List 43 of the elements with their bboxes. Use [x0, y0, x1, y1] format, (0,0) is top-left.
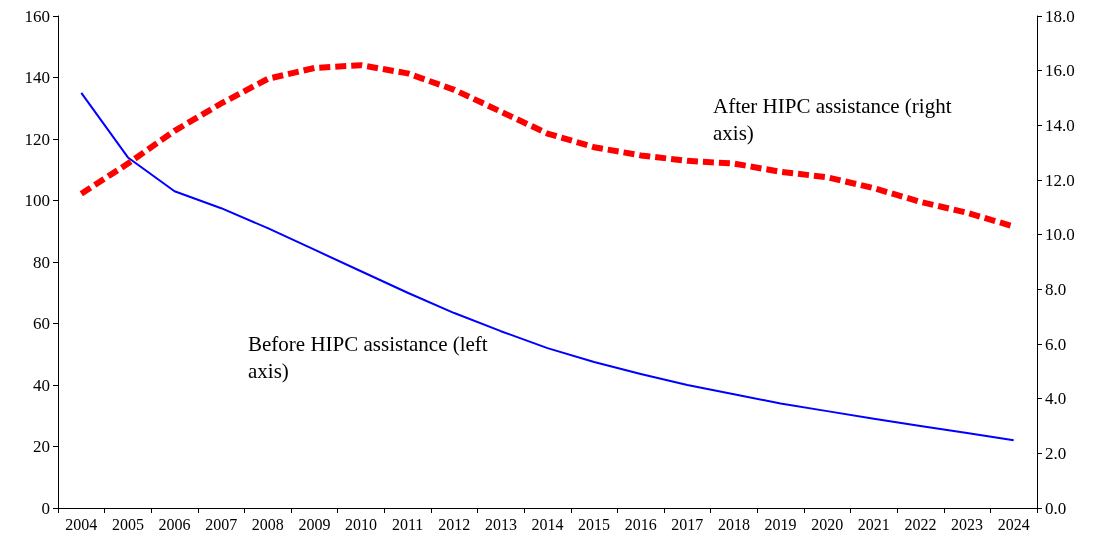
y2-tick-label: 0.0: [1045, 498, 1067, 518]
series-label: After HIPC assistance (right axis): [713, 93, 952, 145]
x-tick-label: 2013: [484, 515, 517, 533]
x-tick-label: 2007: [205, 515, 238, 533]
y2-tick-label: 4.0: [1045, 389, 1067, 409]
x-tick-label: 2019: [764, 515, 797, 533]
x-tick-label: 2011: [391, 515, 424, 533]
y-tick-label: 20: [33, 437, 50, 456]
y-tick-label: 0: [41, 498, 50, 518]
series-label: Before HIPC assistance (left axis): [248, 331, 488, 383]
y2-tick-label: 16.0: [1045, 61, 1075, 81]
x-tick-label: 2009: [298, 515, 331, 533]
x-tick-label: 2006: [158, 515, 191, 533]
x-tick-label: 2022: [904, 515, 937, 533]
x-tick-label: 2004: [65, 515, 98, 533]
y2-tick-label: 14.0: [1045, 115, 1075, 135]
y2-tick-label: 18.0: [1045, 6, 1075, 26]
y-tick-label: 160: [24, 6, 50, 26]
y2-tick-label: 6.0: [1045, 334, 1067, 354]
x-tick-label: 2018: [717, 515, 750, 533]
y-tick-label: 100: [24, 191, 50, 210]
y-tick-label: 120: [24, 129, 50, 149]
x-tick-label: 2008: [251, 515, 284, 533]
x-tick-label: 2005: [111, 515, 144, 533]
x-tick-label: 2016: [624, 515, 657, 533]
x-tick-label: 2010: [345, 515, 378, 533]
line-series: [80, 91, 1015, 442]
y2-tick-label: 2.0: [1045, 443, 1067, 463]
y-tick-label: 60: [33, 314, 50, 333]
x-tick-label: 2021: [857, 515, 890, 533]
y2-tick-label: 12.0: [1045, 170, 1075, 190]
x-tick-label: 2017: [671, 515, 704, 533]
y-tick-label: 140: [24, 68, 50, 87]
x-tick-label: 2020: [811, 515, 844, 533]
y2-tick-label: 10.0: [1045, 225, 1075, 245]
y2-tick-label: 8.0: [1045, 279, 1067, 299]
x-tick-label: 2012: [438, 515, 471, 533]
x-tick-label: 2023: [951, 515, 984, 533]
x-tick-label: 2015: [578, 515, 611, 533]
y-tick-label: 80: [33, 252, 50, 272]
x-tick-label: 2024: [997, 515, 1030, 533]
x-tick-label: 2014: [531, 515, 564, 533]
y-tick-label: 40: [33, 375, 50, 395]
